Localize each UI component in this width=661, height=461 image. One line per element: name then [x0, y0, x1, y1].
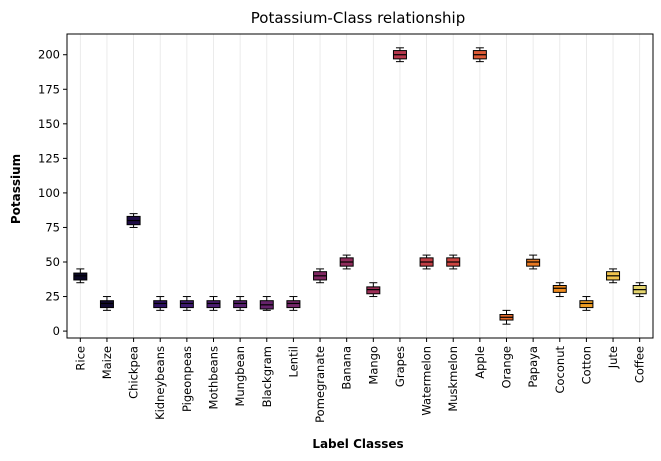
y-tick-label: 50 — [45, 255, 60, 269]
box-mothbeans — [206, 296, 221, 311]
x-tick-label: Mungbean — [233, 346, 247, 407]
box-apple — [472, 47, 487, 63]
box-body — [579, 300, 594, 309]
x-tick-label: Coffee — [633, 346, 647, 383]
box-orange — [499, 309, 514, 325]
box-body — [153, 300, 168, 309]
x-tick-label: Papaya — [526, 346, 540, 388]
box-coconut — [552, 282, 567, 298]
x-tick-label: Kidneybeans — [153, 346, 167, 420]
x-tick-label: Pomegranate — [313, 346, 327, 423]
box-pomegranate — [313, 268, 328, 284]
box-maize — [99, 296, 114, 311]
box-lentil — [286, 296, 301, 311]
box-body — [552, 284, 567, 293]
y-tick-label: 75 — [45, 220, 60, 234]
x-axis-label: Label Classes — [312, 437, 403, 451]
box-watermelon — [419, 254, 434, 270]
boxes-layer — [73, 47, 647, 325]
box-body — [526, 258, 541, 267]
x-tick-label: Jute — [606, 346, 620, 369]
box-body — [233, 300, 248, 309]
box-mungbean — [233, 296, 248, 311]
x-tick-label: Watermelon — [420, 346, 434, 416]
box-coffee — [632, 282, 647, 298]
x-tick-label: Chickpea — [127, 346, 141, 399]
box-grapes — [392, 47, 407, 63]
y-axis-label: Potassium — [9, 154, 23, 224]
chart-title: Potassium-Class relationship — [251, 9, 466, 27]
box-mango — [366, 282, 381, 298]
box-jute — [606, 268, 621, 284]
x-tick-label: Muskmelon — [446, 346, 460, 412]
x-axis: Rice Maize Chickpea Kidneybeans Pigeonpeas Mo… — [73, 338, 647, 423]
y-tick-label: 0 — [53, 324, 60, 338]
x-tick-label: Blackgram — [260, 346, 274, 407]
box-body — [286, 300, 301, 309]
box-cotton — [579, 296, 594, 311]
box-rice — [73, 268, 88, 284]
box-body — [366, 286, 381, 295]
x-tick-label: Orange — [500, 346, 514, 389]
x-tick-label: Maize — [100, 346, 114, 379]
x-tick-label: Coconut — [553, 346, 567, 394]
box-blackgram — [259, 296, 274, 311]
x-tick-label: Cotton — [579, 346, 593, 384]
y-tick-label: 125 — [38, 151, 60, 165]
box-pigeonpeas — [179, 296, 194, 311]
box-banana — [339, 254, 354, 270]
x-tick-label: Mango — [366, 346, 380, 385]
box-chickpea — [126, 213, 141, 228]
y-tick-label: 200 — [38, 48, 60, 62]
x-tick-label: Lentil — [286, 346, 300, 377]
box-kidneybeans — [153, 296, 168, 311]
x-tick-label: Banana — [340, 346, 354, 390]
x-tick-label: Grapes — [393, 346, 407, 387]
box-body — [206, 300, 221, 309]
y-tick-label: 175 — [38, 82, 60, 96]
x-tick-label: Pigeonpeas — [180, 346, 194, 412]
box-body — [73, 272, 88, 281]
x-tick-label: Apple — [473, 346, 487, 379]
x-tick-label: Mothbeans — [207, 346, 221, 409]
x-tick-label: Rice — [73, 346, 87, 371]
box-muskmelon — [446, 254, 461, 270]
y-tick-label: 150 — [38, 117, 60, 131]
box-body — [179, 300, 194, 309]
box-body — [99, 300, 114, 309]
plot-frame — [66, 33, 654, 339]
box-papaya — [526, 254, 541, 270]
y-axis: 0 25 50 75 100 125 150 175 200 — [38, 48, 67, 338]
y-tick-label: 100 — [38, 186, 60, 200]
y-tick-label: 25 — [45, 290, 60, 304]
